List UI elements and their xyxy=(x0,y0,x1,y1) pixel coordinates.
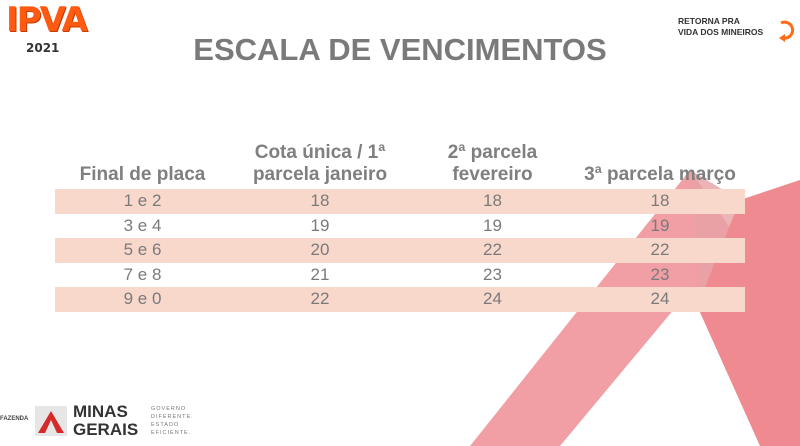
column-header: 3ª parcela março xyxy=(584,164,736,185)
slogan-line: ESTADO xyxy=(151,422,180,428)
cell: 22 xyxy=(230,287,410,312)
column-header: Final de placa xyxy=(79,164,206,185)
ipva-logo-year: 2021 xyxy=(26,41,60,55)
retorna-line2: VIDA DOS MINEIROS xyxy=(678,27,764,37)
cell: 23 xyxy=(650,264,670,284)
cell: 19 xyxy=(483,215,502,235)
cell: 20 xyxy=(230,238,410,263)
table-row: 5 e 6 20 22 22 xyxy=(55,238,745,263)
cell: 23 xyxy=(483,264,502,284)
cell: 24 xyxy=(410,287,575,312)
slogan-line: EFICIENTE. xyxy=(151,430,192,436)
cell: 3 e 4 xyxy=(123,215,162,235)
table-row: 1 e 2 18 18 18 xyxy=(55,189,745,214)
cell: 21 xyxy=(310,264,330,284)
cell: 19 xyxy=(310,215,330,235)
circular-arrow-icon xyxy=(779,20,795,42)
column-header: Cota única / 1ª parcela janeiro xyxy=(252,142,388,185)
table-row: 7 e 8 21 23 23 xyxy=(55,263,745,288)
table-header-row: Final de placa Cota única / 1ª parcela j… xyxy=(55,114,745,189)
cell: 1 e 2 xyxy=(55,189,230,214)
slogan-line: GOVERNO xyxy=(151,406,187,412)
fazenda-label: FAZENDA xyxy=(0,416,29,422)
table-row: 3 e 4 19 19 19 xyxy=(55,214,745,239)
gerais-text: GERAIS xyxy=(73,420,139,439)
cell: 5 e 6 xyxy=(55,238,230,263)
cell: 22 xyxy=(410,238,575,263)
column-header: 2ª parcela fevereiro xyxy=(447,142,538,185)
minas-gerais-emblem xyxy=(35,406,67,436)
page-title: ESCALA DE VENCIMENTOS xyxy=(193,32,607,67)
cell: 7 e 8 xyxy=(123,264,162,284)
ipva-logo: IPVA xyxy=(6,0,88,40)
government-slogan: GOVERNO DIFERENTE. ESTADO EFICIENTE. xyxy=(151,405,194,437)
table-row: 9 e 0 22 24 24 xyxy=(55,287,745,312)
decor-white-cut xyxy=(560,290,760,446)
cell: 22 xyxy=(575,238,745,263)
due-date-table: Final de placa Cota única / 1ª parcela j… xyxy=(55,114,745,312)
cell: 24 xyxy=(575,287,745,312)
minas-text: MINAS xyxy=(73,402,128,421)
retorna-logo: RETORNA PRA VIDA DOS MINEIROS xyxy=(678,16,763,38)
cell: 18 xyxy=(230,189,410,214)
cell: 18 xyxy=(575,189,745,214)
slogan-line: DIFERENTE. xyxy=(151,414,194,420)
cell: 19 xyxy=(650,215,670,235)
cell: 9 e 0 xyxy=(55,287,230,312)
retorna-line1: RETORNA PRA xyxy=(678,16,740,26)
minas-gerais-wordmark: MINAS GERAIS xyxy=(73,403,138,439)
cell: 18 xyxy=(410,189,575,214)
